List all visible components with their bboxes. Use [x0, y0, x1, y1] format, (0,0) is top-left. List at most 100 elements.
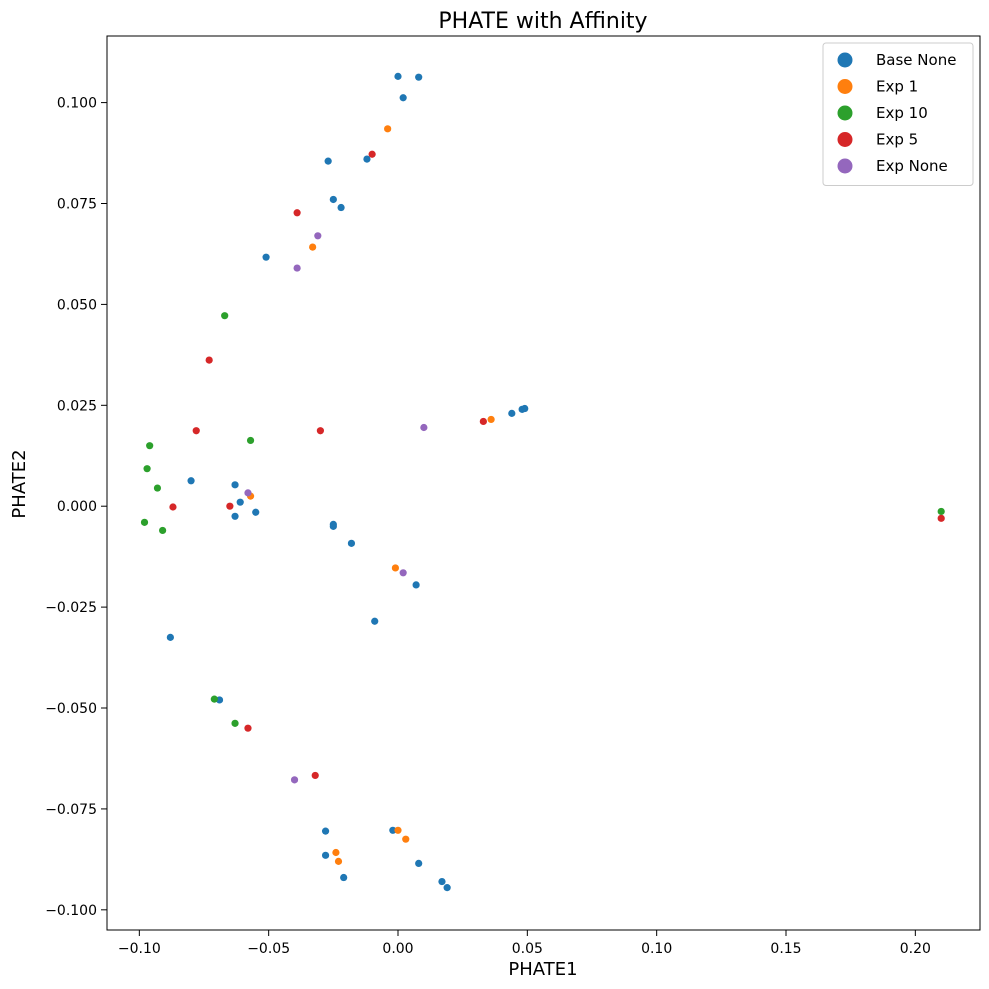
y-axis-title: PHATE2 — [9, 449, 30, 518]
x-tick-label: 0.05 — [512, 941, 543, 957]
data-point — [420, 423, 428, 432]
data-point — [252, 508, 260, 516]
legend-marker — [837, 158, 853, 174]
data-point — [394, 72, 402, 80]
data-point — [337, 203, 345, 212]
data-point — [412, 581, 420, 589]
data-point — [169, 503, 177, 511]
data-point — [324, 157, 332, 165]
data-point — [521, 404, 529, 413]
legend-marker — [837, 105, 853, 121]
data-point — [334, 857, 343, 865]
x-tick-label: −0.10 — [118, 941, 161, 957]
y-tick-label: 0.075 — [57, 196, 97, 212]
data-point — [146, 442, 154, 450]
series-exp-1 — [246, 125, 495, 865]
data-point — [329, 522, 337, 530]
plot-area: −0.10 −0.05 0.00 0.05 0.10 0.15 0.20 −0.100 −0.0… — [45, 35, 981, 957]
data-point — [508, 409, 516, 417]
data-point — [246, 436, 255, 445]
data-point — [399, 569, 407, 577]
data-point — [143, 465, 151, 473]
data-point — [140, 518, 149, 526]
data-point — [205, 356, 213, 364]
data-point — [399, 94, 407, 102]
y-tick-label: 0.025 — [57, 398, 97, 414]
data-point — [347, 539, 356, 547]
y-tick-label: −0.050 — [45, 701, 97, 717]
y-tick-label: 0.100 — [57, 96, 97, 112]
y-tick-label: −0.100 — [45, 903, 97, 919]
data-point — [363, 155, 371, 163]
x-axis-title: PHATE1 — [508, 959, 577, 980]
data-point — [166, 633, 174, 641]
data-point — [231, 481, 239, 489]
data-point — [221, 312, 229, 320]
series-exp-10 — [140, 312, 945, 727]
data-point — [415, 73, 423, 81]
data-point — [438, 877, 446, 886]
data-point — [187, 477, 195, 485]
data-point — [394, 826, 402, 834]
chart-title: PHATE with Affinity — [438, 9, 647, 34]
legend-marker — [837, 79, 853, 94]
data-point — [316, 427, 324, 435]
data-point — [402, 835, 410, 843]
x-tick-label: −0.05 — [247, 941, 290, 957]
data-point — [443, 884, 451, 892]
legend-marker — [837, 132, 853, 147]
legend-label: Exp 1 — [876, 78, 918, 96]
data-point — [231, 719, 239, 727]
data-point — [226, 502, 234, 510]
data-point — [153, 484, 162, 492]
data-point — [309, 243, 317, 251]
data-point — [371, 617, 379, 625]
data-point — [332, 848, 340, 857]
data-point — [244, 724, 252, 732]
series-base-none — [166, 72, 529, 892]
data-point — [479, 417, 487, 426]
data-point — [311, 771, 319, 780]
data-point — [340, 873, 348, 882]
legend-label: Base None — [876, 51, 956, 69]
data-point — [314, 232, 322, 240]
x-tick-label: 0.00 — [382, 941, 413, 957]
legend-box — [822, 42, 974, 186]
legend-label: Exp 10 — [876, 104, 928, 122]
data-point — [389, 826, 397, 834]
data-point — [937, 514, 945, 522]
legend-label: Exp 5 — [876, 131, 918, 149]
data-point — [262, 253, 270, 261]
data-point — [290, 776, 299, 784]
data-point — [210, 695, 218, 703]
data-point — [415, 859, 423, 868]
x-tick-label: 0.10 — [641, 941, 672, 957]
data-point — [231, 512, 239, 520]
legend-marker — [837, 52, 853, 68]
data-point — [384, 125, 392, 133]
data-point — [391, 564, 400, 572]
y-tick-label: −0.075 — [45, 802, 97, 818]
series-exp-5 — [169, 150, 945, 780]
data-point — [192, 427, 200, 435]
x-tick-label: 0.20 — [900, 941, 931, 957]
plot-frame — [106, 35, 981, 931]
data-point — [368, 150, 376, 158]
legend-label: Exp None — [876, 157, 948, 175]
data-point — [937, 507, 945, 516]
data-point — [321, 851, 330, 859]
x-tick-label: 0.15 — [770, 941, 801, 957]
data-point — [244, 489, 252, 497]
data-point — [293, 209, 301, 217]
data-point — [321, 827, 330, 835]
y-tick-label: −0.025 — [45, 600, 97, 616]
y-tick-label: 0.000 — [57, 499, 97, 515]
data-point — [329, 195, 337, 204]
y-tick-label: 0.050 — [57, 297, 97, 313]
legend: Base None Exp 1 Exp 10 Exp 5 Exp None — [822, 42, 974, 186]
data-point — [236, 498, 244, 506]
series-exp-none — [244, 232, 428, 784]
data-point — [487, 415, 495, 424]
data-point — [293, 264, 301, 272]
